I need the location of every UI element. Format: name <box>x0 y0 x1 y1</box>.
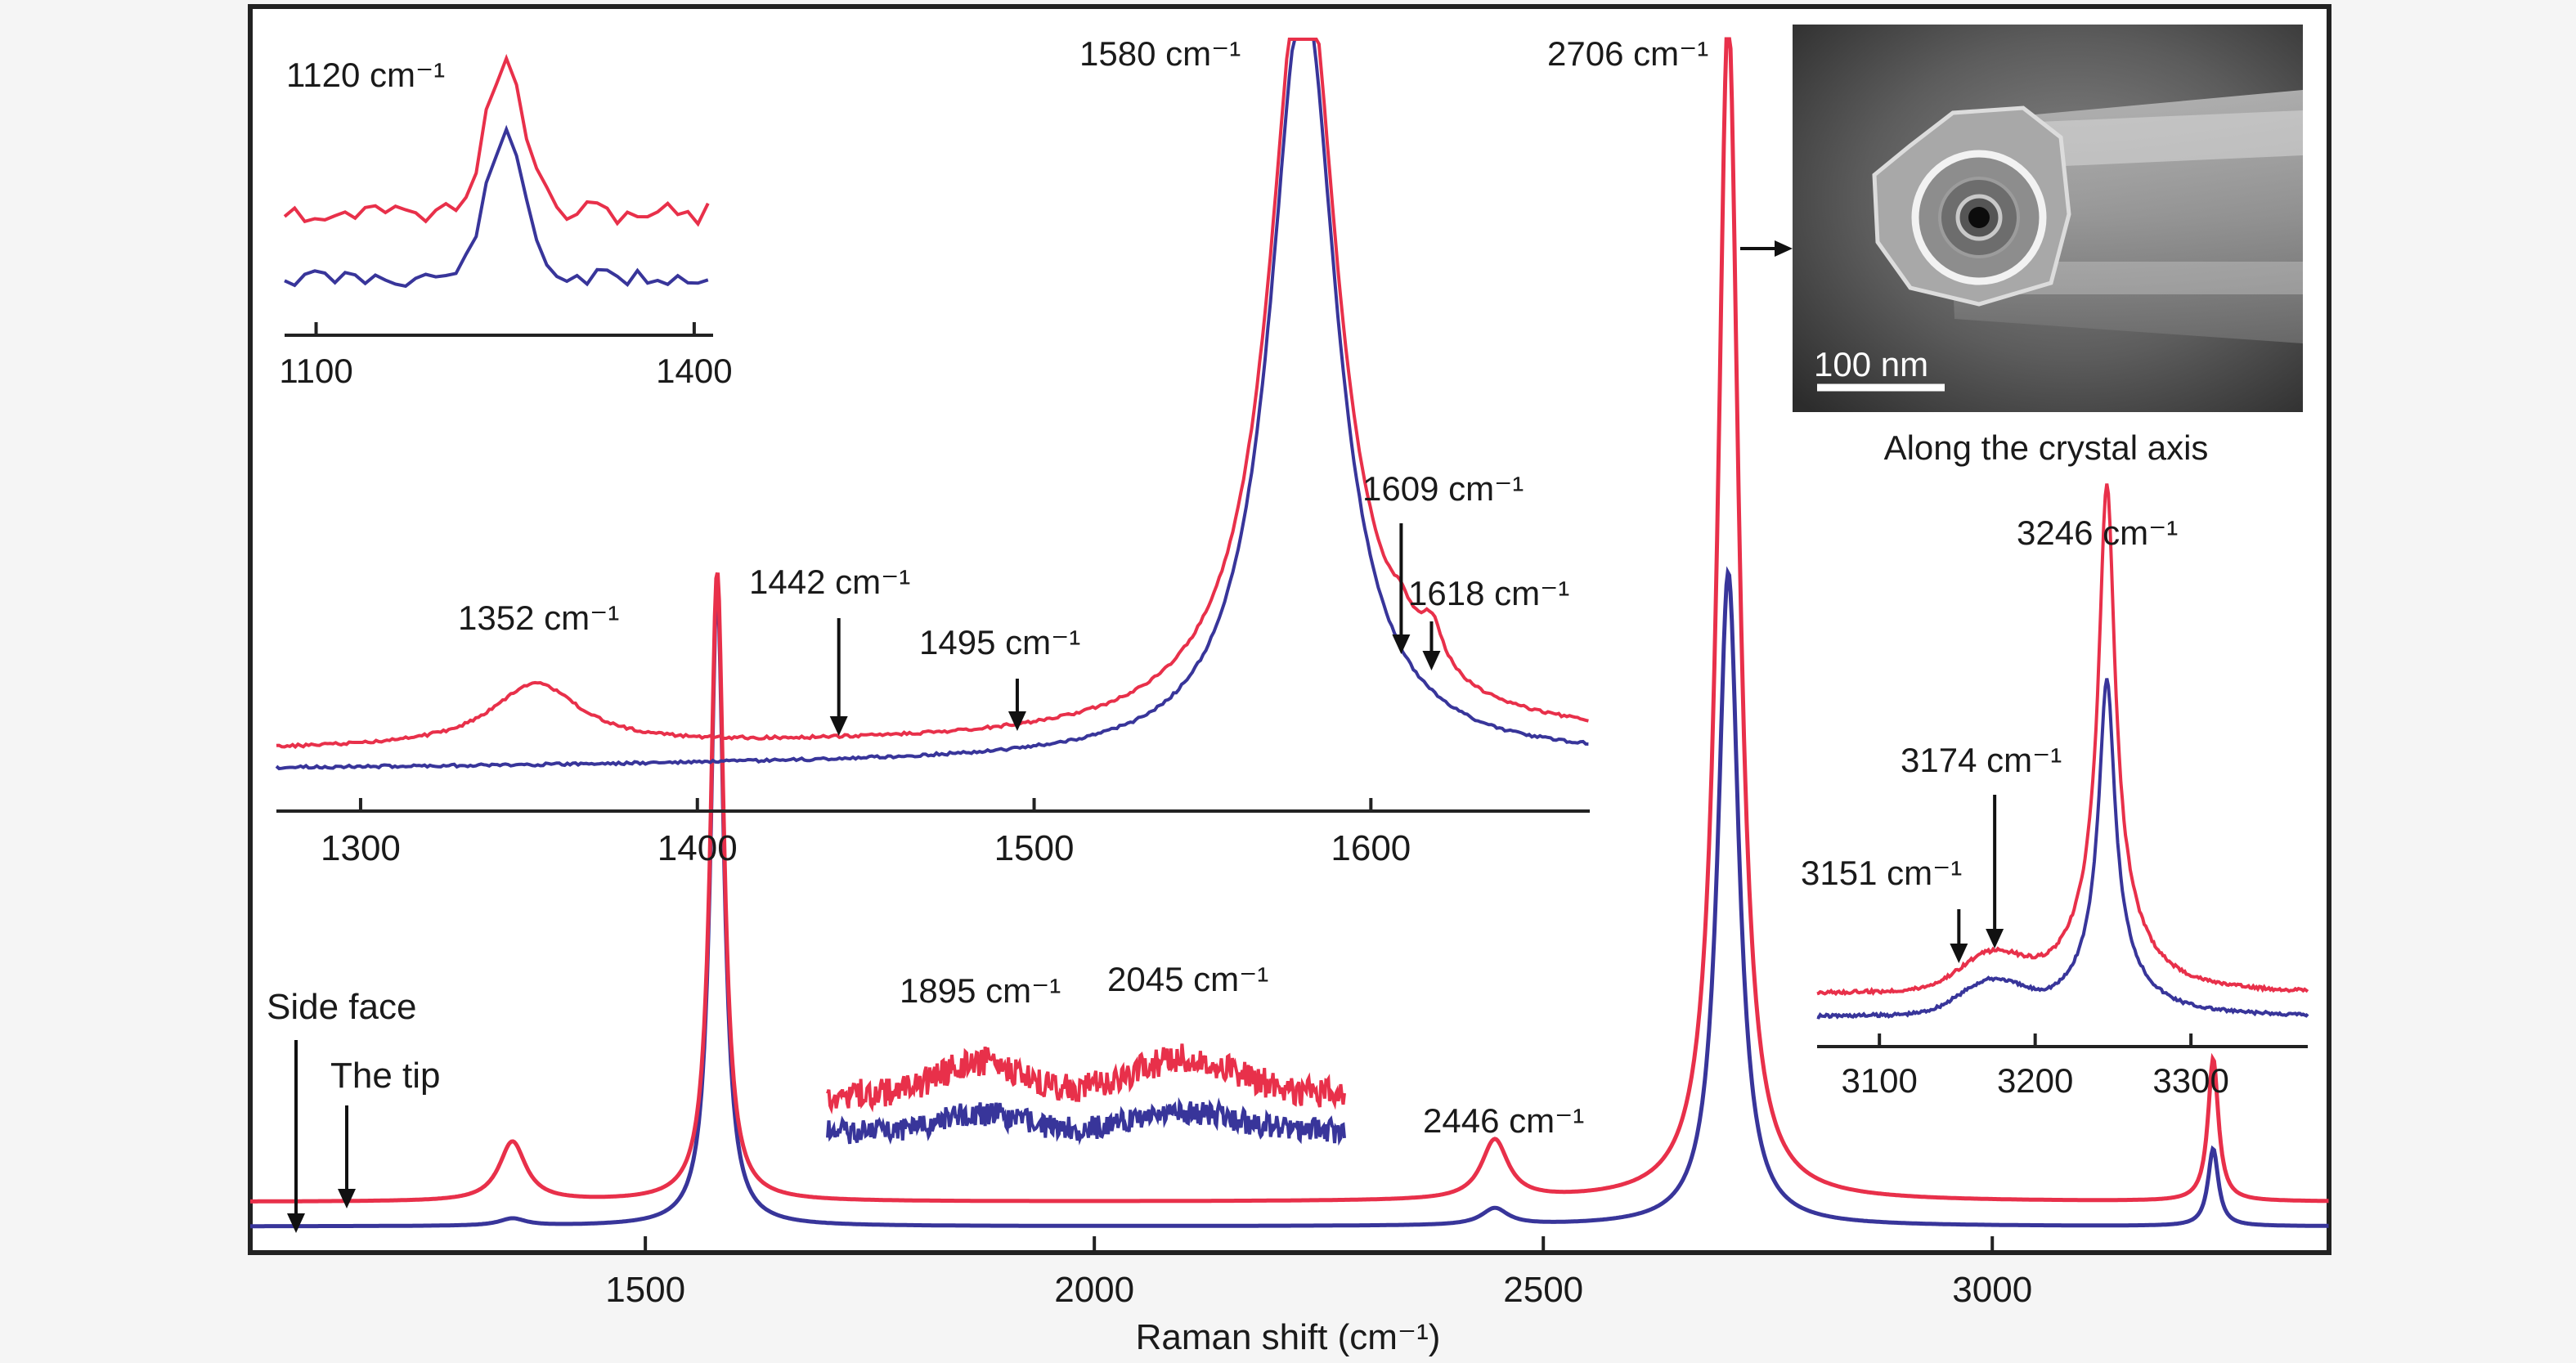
sem-image: 100 nm <box>1793 25 2303 412</box>
inset2-tick-label-1400: 1400 <box>657 828 738 868</box>
inset2-label-1618: 1618 cm⁻¹ <box>1408 574 1569 612</box>
inset3-tick-label-3200: 3200 <box>1997 1061 2073 1100</box>
x-axis-title: Raman shift (cm⁻¹) <box>1136 1317 1441 1357</box>
label-2706: 2706 cm⁻¹ <box>1547 34 1708 73</box>
inset2-tick-label-1300: 1300 <box>321 828 401 868</box>
inset1-tick-label-1100: 1100 <box>279 352 352 390</box>
inset3-tick-label-3300: 3300 <box>2152 1061 2228 1100</box>
inset1-peak-label: 1120 cm⁻¹ <box>286 56 445 94</box>
inset4-label-2045: 2045 cm⁻¹ <box>1107 960 1268 998</box>
inset2-label-1442: 1442 cm⁻¹ <box>749 563 910 601</box>
label-the-tip: The tip <box>330 1056 441 1096</box>
inset4-label-1895: 1895 cm⁻¹ <box>900 971 1061 1010</box>
inset3-tick-label-3100: 3100 <box>1841 1061 1917 1100</box>
inset1-tick-label-1400: 1400 <box>656 352 732 390</box>
sem-caption: Along the crystal axis <box>1884 428 2209 467</box>
label-side-face: Side face <box>267 987 416 1027</box>
inset2-label-1495: 1495 cm⁻¹ <box>919 623 1080 661</box>
inset2-tick-label-1600: 1600 <box>1331 828 1411 868</box>
main-tick-label-2000: 2000 <box>1054 1270 1134 1310</box>
sem-scale-bar-label: 100 nm <box>1814 345 1928 383</box>
main-tick-label-3000: 3000 <box>1952 1270 2032 1310</box>
inset3-label-3174: 3174 cm⁻¹ <box>1901 741 2062 779</box>
inset3-label-3151: 3151 cm⁻¹ <box>1801 854 1962 892</box>
inset2-label-1609: 1609 cm⁻¹ <box>1362 469 1524 508</box>
inset2-tick-label-1500: 1500 <box>994 828 1075 868</box>
inset2-label-1352: 1352 cm⁻¹ <box>458 599 619 637</box>
main-tick-label-2500: 2500 <box>1503 1270 1583 1310</box>
main-tick-label-1500: 1500 <box>605 1270 685 1310</box>
label-2446: 2446 cm⁻¹ <box>1423 1101 1584 1140</box>
inset2-label-1580: 1580 cm⁻¹ <box>1079 34 1241 73</box>
inset3-label-3246: 3246 cm⁻¹ <box>2017 513 2178 552</box>
